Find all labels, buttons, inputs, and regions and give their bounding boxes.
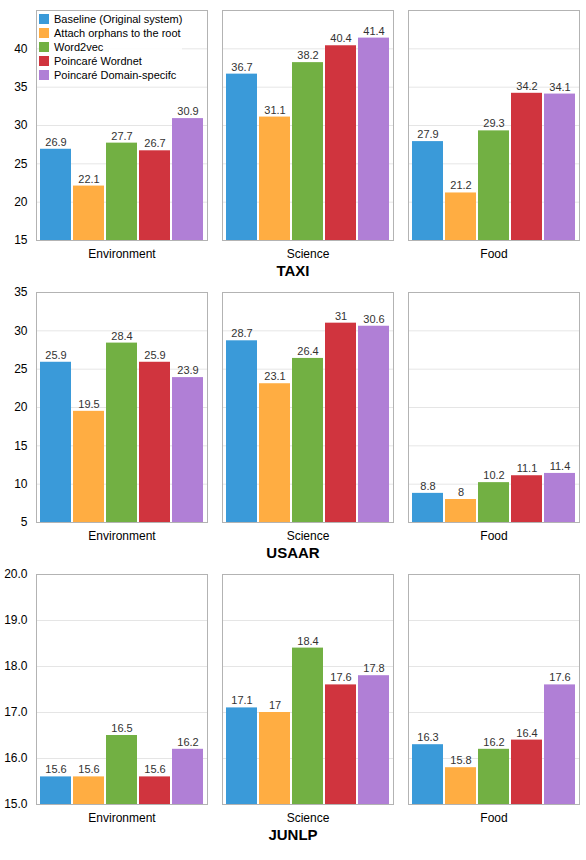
svg-text:31.1: 31.1 [264,104,285,116]
svg-text:20: 20 [14,400,28,414]
svg-text:10: 10 [14,477,28,491]
svg-text:16.0: 16.0 [4,751,28,765]
svg-text:19.5: 19.5 [78,398,99,410]
svg-text:Science: Science [287,811,330,825]
svg-text:Environment: Environment [88,811,156,825]
svg-text:29.3: 29.3 [483,117,504,129]
svg-text:17.8: 17.8 [363,662,384,674]
svg-text:35: 35 [14,80,28,94]
svg-text:30.6: 30.6 [363,313,384,325]
svg-text:16.3: 16.3 [417,731,438,743]
svg-text:16.2: 16.2 [177,736,198,748]
svg-text:35: 35 [14,285,28,299]
svg-text:Science: Science [287,529,330,543]
svg-text:15.0: 15.0 [4,797,28,811]
svg-text:40.4: 40.4 [330,32,351,44]
svg-text:34.1: 34.1 [549,81,570,93]
html-text:TAXI: TAXI [276,262,310,279]
svg-text:18.4: 18.4 [297,635,318,647]
svg-text:22.1: 22.1 [78,173,99,185]
svg-text:11.1: 11.1 [517,462,538,474]
svg-text:15: 15 [14,439,28,453]
html-text:JUNLP: JUNLP [268,826,318,843]
svg-text:Food: Food [480,811,507,825]
svg-text:27.9: 27.9 [417,128,438,140]
svg-text:17: 17 [269,699,281,711]
svg-text:26.9: 26.9 [45,136,66,148]
svg-text:17.1: 17.1 [231,694,252,706]
svg-text:25: 25 [14,362,28,376]
svg-text:17.6: 17.6 [549,671,570,683]
svg-text:23.9: 23.9 [177,364,198,376]
svg-text:8.8: 8.8 [420,480,435,492]
svg-text:20: 20 [14,195,28,209]
html-text:USAAR: USAAR [266,544,320,561]
svg-text:27.7: 27.7 [111,130,132,142]
svg-text:Science: Science [287,247,330,261]
svg-text:31: 31 [335,310,347,322]
svg-text:15: 15 [14,233,28,247]
svg-text:20.0: 20.0 [4,567,28,581]
svg-text:16.2: 16.2 [483,736,504,748]
svg-text:30: 30 [14,118,28,132]
svg-text:11.4: 11.4 [550,460,571,472]
svg-text:17.6: 17.6 [330,671,351,683]
svg-text:19.0: 19.0 [4,613,28,627]
html-text:Poincaré Domain-specifc: Poincaré Domain-specifc [54,69,177,81]
svg-text:30: 30 [14,324,28,338]
svg-text:23.1: 23.1 [264,370,285,382]
svg-text:36.7: 36.7 [231,61,252,73]
svg-text:21.2: 21.2 [450,179,471,191]
svg-text:16.5: 16.5 [111,722,132,734]
svg-text:28.4: 28.4 [111,330,132,342]
svg-text:Environment: Environment [88,247,156,261]
svg-text:28.7: 28.7 [231,327,252,339]
svg-text:17.0: 17.0 [4,705,28,719]
svg-text:25.9: 25.9 [144,349,165,361]
svg-text:8: 8 [458,486,464,498]
html-text:Poincaré Wordnet: Poincaré Wordnet [54,55,142,67]
svg-text:26.7: 26.7 [144,137,165,149]
svg-text:40: 40 [14,42,28,56]
svg-text:18.0: 18.0 [4,659,28,673]
svg-text:Food: Food [480,247,507,261]
svg-text:5: 5 [21,515,28,529]
svg-text:41.4: 41.4 [363,25,384,37]
svg-text:26.4: 26.4 [297,345,318,357]
html-text:Attach orphans to the root: Attach orphans to the root [54,27,181,39]
svg-text:25.9: 25.9 [45,349,66,361]
svg-text:15.6: 15.6 [45,763,66,775]
svg-text:15.6: 15.6 [144,763,165,775]
svg-text:Environment: Environment [88,529,156,543]
svg-text:Food: Food [480,529,507,543]
svg-text:16.4: 16.4 [516,727,537,739]
svg-text:34.2: 34.2 [516,80,537,92]
svg-text:30.9: 30.9 [177,105,198,117]
svg-text:15.8: 15.8 [450,754,471,766]
svg-text:15.6: 15.6 [78,763,99,775]
svg-text:10.2: 10.2 [483,469,504,481]
html-text:Baseline (Original system): Baseline (Original system) [54,13,183,25]
svg-text:38.2: 38.2 [297,49,318,61]
html-text:Word2vec: Word2vec [54,41,104,53]
svg-text:25: 25 [14,157,28,171]
